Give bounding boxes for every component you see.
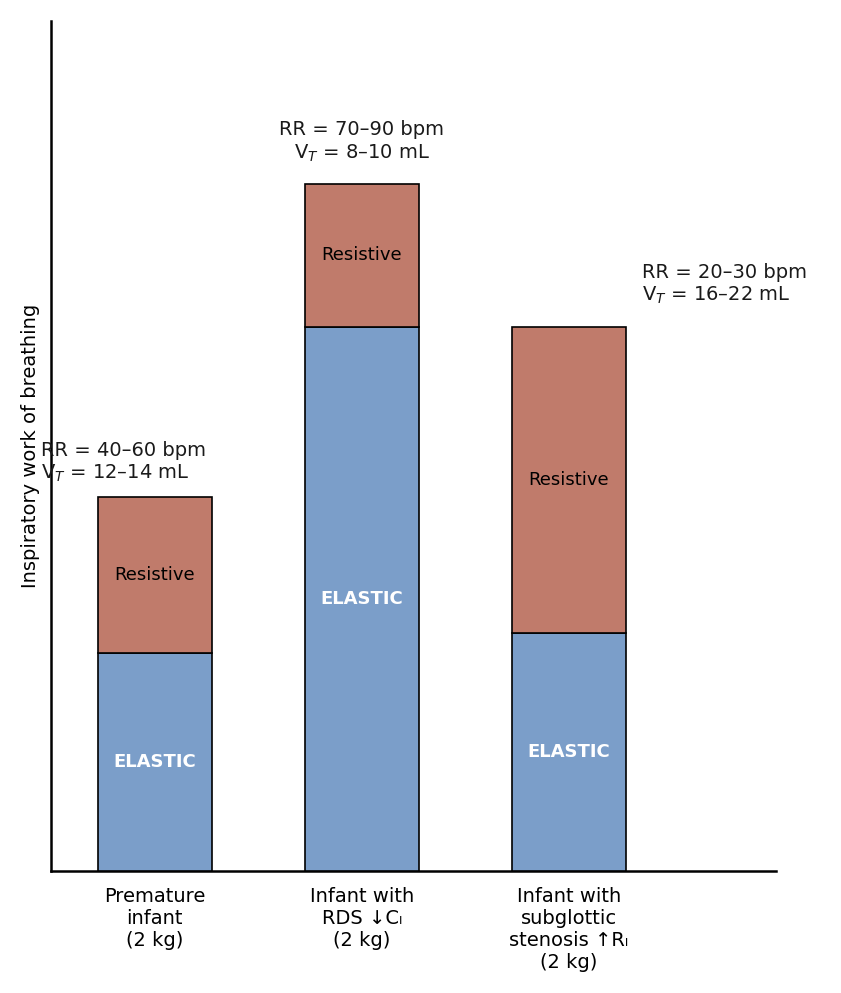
Text: ELASTIC: ELASTIC xyxy=(320,590,403,608)
Bar xyxy=(512,327,626,633)
Bar xyxy=(512,633,626,871)
Text: Resistive: Resistive xyxy=(114,566,195,584)
Text: ELASTIC: ELASTIC xyxy=(114,753,196,771)
Bar xyxy=(98,653,212,871)
Text: RR = 70–90 bpm
V$_T$ = 8–10 mL: RR = 70–90 bpm V$_T$ = 8–10 mL xyxy=(279,120,444,164)
Text: Resistive: Resistive xyxy=(529,471,609,489)
Bar xyxy=(304,184,419,327)
Text: RR = 20–30 bpm
V$_T$ = 16–22 mL: RR = 20–30 bpm V$_T$ = 16–22 mL xyxy=(642,263,807,306)
Y-axis label: Inspiratory work of breathing: Inspiratory work of breathing xyxy=(21,304,40,588)
Text: RR = 40–60 bpm
V$_T$ = 12–14 mL: RR = 40–60 bpm V$_T$ = 12–14 mL xyxy=(40,441,205,485)
Bar xyxy=(304,327,419,871)
Text: ELASTIC: ELASTIC xyxy=(527,743,611,761)
Bar xyxy=(98,496,212,653)
Text: Resistive: Resistive xyxy=(321,246,402,264)
